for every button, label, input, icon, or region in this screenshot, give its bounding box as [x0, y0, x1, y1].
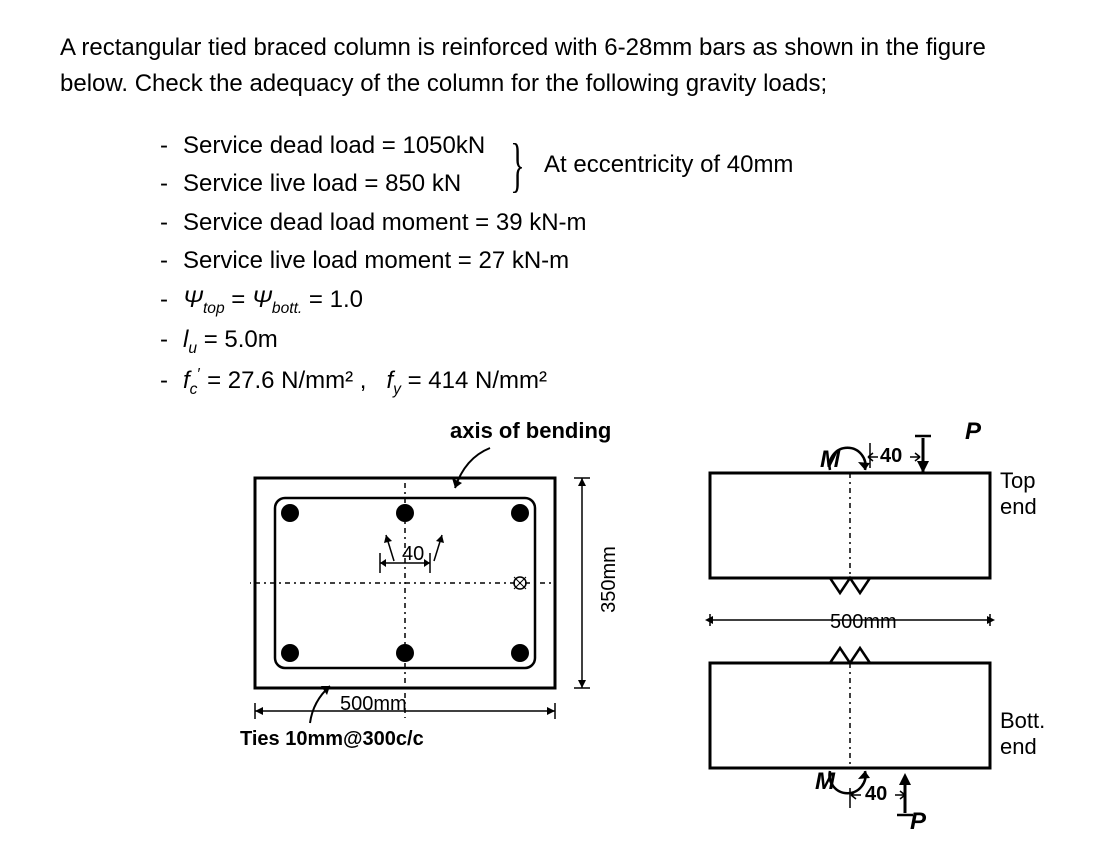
dead-load-text: Service dead load = 1050kN — [183, 127, 485, 165]
column-cross-section-svg — [250, 473, 610, 733]
bullet-psi: - Ψtop = Ψbott. = 1.0 — [160, 281, 1050, 322]
bullet-materials: - fc′ = 27.6 N/mm² , fy = 414 N/mm² — [160, 362, 1050, 403]
height-dim-label: 350mm — [598, 546, 621, 613]
ties-arrow-icon — [305, 681, 345, 726]
bullet-lu: - lu = 5.0m — [160, 321, 1050, 362]
diagrams: axis of bending — [60, 418, 1050, 838]
elevation-diagram: P M 40 Topend — [690, 418, 1040, 838]
cross-section-diagram: axis of bending — [190, 418, 640, 778]
bott-end-label: Bott.end — [1000, 708, 1045, 761]
ecc-bott-label: 40 — [865, 783, 887, 806]
problem-statement: A rectangular tied braced column is rein… — [60, 30, 1050, 102]
bullet-live-moment: - Service live load moment = 27 kN-m — [160, 242, 1050, 280]
bullet-dead-load: - Service dead load = 1050kN — [160, 127, 485, 165]
p-bott-label: P — [910, 808, 926, 836]
elev-500-label: 500mm — [830, 611, 897, 634]
width-dim-label: 500mm — [340, 693, 407, 716]
bullet-live-load: - Service live load = 850 kN — [160, 165, 485, 203]
live-moment-text: Service live load moment = 27 kN-m — [183, 242, 569, 280]
cover-dim-label: 40 — [402, 543, 424, 566]
axis-of-bending-label: axis of bending — [450, 418, 611, 444]
m-bott-label: M — [815, 768, 835, 796]
bullet-list: - Service dead load = 1050kN - Service l… — [160, 127, 1050, 403]
dead-moment-text: Service dead load moment = 39 kN-m — [183, 204, 587, 242]
bullet-dead-moment: - Service dead load moment = 39 kN-m — [160, 204, 1050, 242]
eccentricity-note: At eccentricity of 40mm — [544, 151, 793, 179]
brace-icon: } — [510, 131, 524, 200]
ties-label: Ties 10mm@300c/c — [240, 728, 424, 751]
live-load-text: Service live load = 850 kN — [183, 165, 461, 203]
